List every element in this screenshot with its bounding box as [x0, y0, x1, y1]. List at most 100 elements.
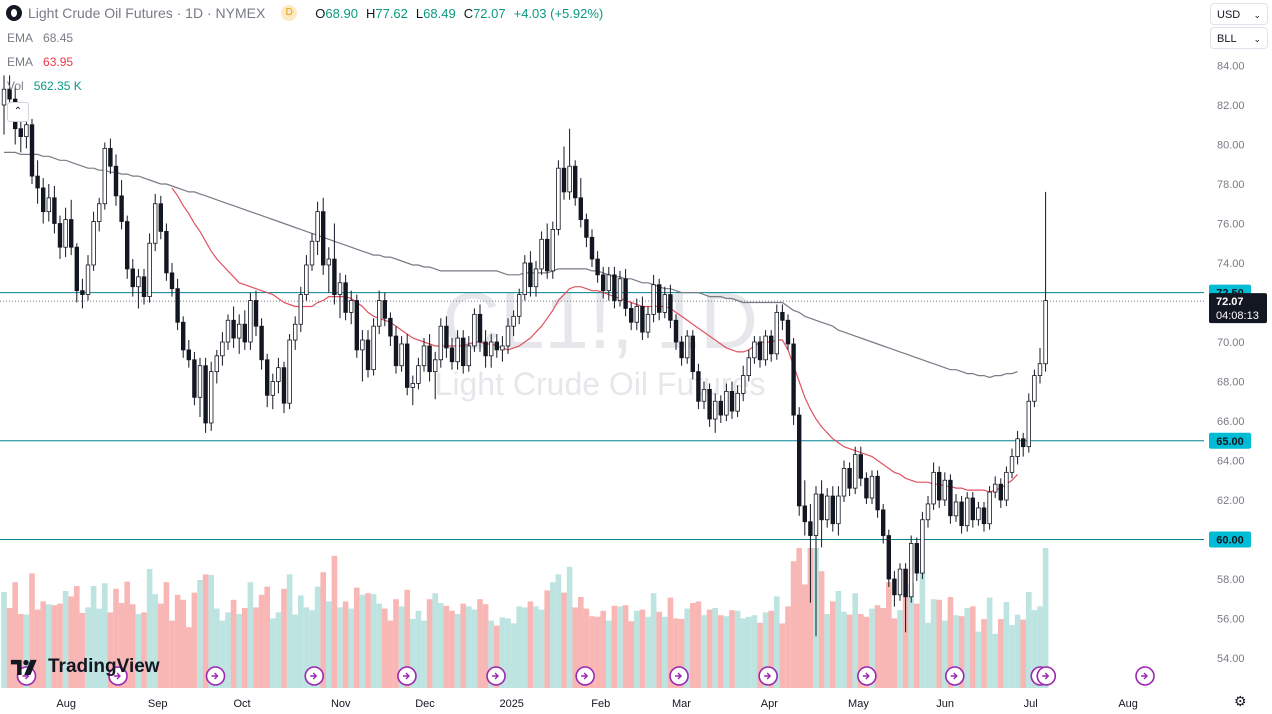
volume-bar — [68, 596, 74, 688]
candle — [696, 363, 701, 410]
x-tick-label: Nov — [331, 698, 351, 710]
volume-bar — [835, 591, 842, 688]
event-marker-icon[interactable] — [857, 666, 877, 686]
candle — [601, 266, 606, 299]
volume-bar — [247, 582, 254, 688]
volume-bar — [516, 606, 522, 688]
volume-bar — [197, 580, 203, 688]
candle — [606, 266, 611, 301]
candle — [825, 488, 830, 528]
candle-body — [388, 317, 393, 337]
volume-bar — [219, 620, 226, 688]
candle — [567, 128, 572, 200]
event-marker-icon[interactable] — [944, 666, 965, 686]
volume-bar — [723, 616, 730, 688]
candle-body — [819, 493, 824, 521]
symbol-title[interactable]: Light Crude Oil Futures · 1D · NYMEX — [28, 5, 266, 21]
candle-body — [780, 311, 785, 321]
volume-bar — [96, 608, 102, 688]
chart-settings-icon[interactable]: ⚙ — [1234, 693, 1247, 709]
candle — [248, 292, 253, 350]
x-tick-label: Feb — [591, 698, 610, 710]
event-marker-icon[interactable] — [1135, 666, 1155, 686]
candle — [80, 278, 85, 309]
volume-bar — [673, 618, 679, 688]
candle-body — [909, 543, 914, 598]
volume-bar — [286, 574, 293, 688]
candle-body — [1009, 456, 1015, 473]
candle-body — [735, 392, 740, 412]
volume-bar — [499, 617, 506, 688]
event-markers[interactable] — [16, 666, 1155, 686]
volume-bar — [85, 607, 91, 688]
candle-body — [208, 371, 214, 424]
candle — [808, 503, 813, 603]
candle-body — [343, 282, 348, 313]
volume-bar — [460, 603, 466, 688]
volume-bar — [572, 607, 578, 688]
candle — [253, 290, 259, 337]
candle — [388, 312, 393, 346]
price-badge — [1209, 531, 1251, 548]
volume-bar — [919, 571, 926, 688]
event-marker-icon[interactable] — [575, 666, 595, 686]
volume-bar — [757, 622, 763, 688]
candle — [220, 332, 225, 366]
unit-select[interactable]: BLL ⌄ — [1210, 27, 1268, 49]
indicator-ema-fast[interactable]: EMA 63.95 — [7, 55, 74, 69]
event-marker-icon[interactable] — [669, 666, 689, 686]
candle — [617, 270, 623, 307]
event-marker-icon[interactable] — [304, 666, 325, 686]
candle-body — [337, 282, 343, 295]
candle-body — [718, 400, 723, 416]
candle — [455, 330, 460, 370]
candle-body — [707, 388, 712, 420]
ohlc-high: H77.62 — [365, 5, 408, 21]
volume-bar — [594, 616, 601, 688]
tradingview-logo[interactable]: TradingView — [10, 656, 160, 678]
candle-body — [561, 167, 567, 193]
volume-bar — [858, 614, 864, 688]
volume-bar — [510, 623, 517, 688]
candle-body — [371, 325, 376, 371]
indicator-volume[interactable]: Vol 562.35 K — [7, 79, 82, 93]
candle-body — [724, 390, 729, 416]
currency-select[interactable]: USD ⌄ — [1210, 3, 1268, 25]
event-marker-icon[interactable] — [1036, 666, 1057, 686]
candle-body — [169, 272, 175, 290]
symbol-header[interactable]: Light Crude Oil Futures · 1D · NYMEX D O… — [6, 5, 605, 21]
candle — [925, 496, 931, 528]
indicator-ema-slow[interactable]: EMA 68.45 — [7, 31, 74, 45]
candle-body — [427, 345, 432, 373]
candle-body — [690, 335, 695, 373]
collapse-indicators-button[interactable]: ⌃ — [7, 102, 29, 122]
volume-bar — [751, 615, 758, 688]
candle-body — [713, 400, 718, 420]
candle — [399, 336, 404, 372]
candle — [360, 330, 365, 382]
candle-body — [589, 236, 595, 260]
candle — [757, 336, 763, 368]
price-axis[interactable]: 84.0082.0080.0078.0076.0074.0072.0070.00… — [1217, 61, 1245, 666]
event-marker-icon[interactable] — [758, 666, 778, 686]
event-marker-icon[interactable] — [397, 666, 417, 686]
candle-body — [438, 325, 443, 361]
volume-bar — [639, 609, 646, 688]
volume-bar — [331, 555, 338, 688]
candle-body — [270, 381, 275, 396]
event-marker-icon[interactable] — [108, 666, 128, 686]
candle — [556, 160, 561, 236]
candle — [724, 383, 729, 421]
time-axis[interactable]: Aug Sep Oct Nov Dec 2025 Feb Mar Apr May Jun Jul Aug — [56, 698, 1138, 710]
event-marker-icon[interactable] — [486, 666, 506, 686]
candle — [713, 393, 718, 433]
volume-bar — [146, 569, 153, 688]
event-marker-icon[interactable] — [205, 666, 226, 686]
volume-bar — [566, 566, 573, 688]
delayed-badge[interactable]: D — [281, 5, 298, 21]
candle-body — [886, 535, 891, 580]
volume-bar — [925, 622, 931, 688]
volume-bar — [242, 608, 248, 688]
